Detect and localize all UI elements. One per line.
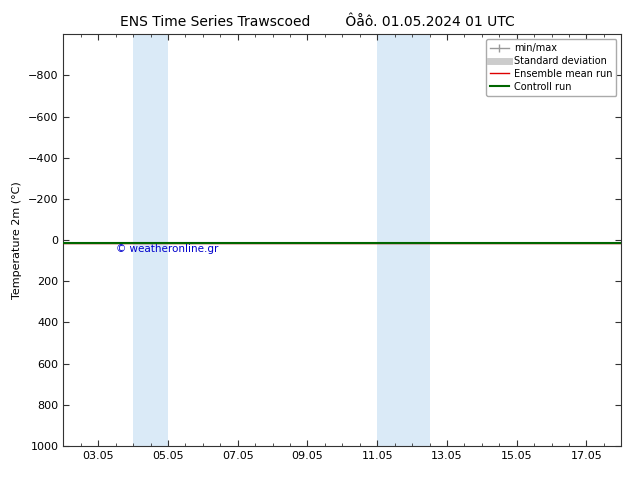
Y-axis label: Temperature 2m (°C): Temperature 2m (°C): [13, 181, 22, 299]
Text: ENS Time Series Trawscoed        Ôåô. 01.05.2024 01 UTC: ENS Time Series Trawscoed Ôåô. 01.05.202…: [120, 15, 514, 29]
Bar: [133, 34, 168, 446]
Bar: [377, 34, 430, 446]
Legend: min/max, Standard deviation, Ensemble mean run, Controll run: min/max, Standard deviation, Ensemble me…: [486, 39, 616, 96]
Text: © weatheronline.gr: © weatheronline.gr: [116, 244, 218, 254]
